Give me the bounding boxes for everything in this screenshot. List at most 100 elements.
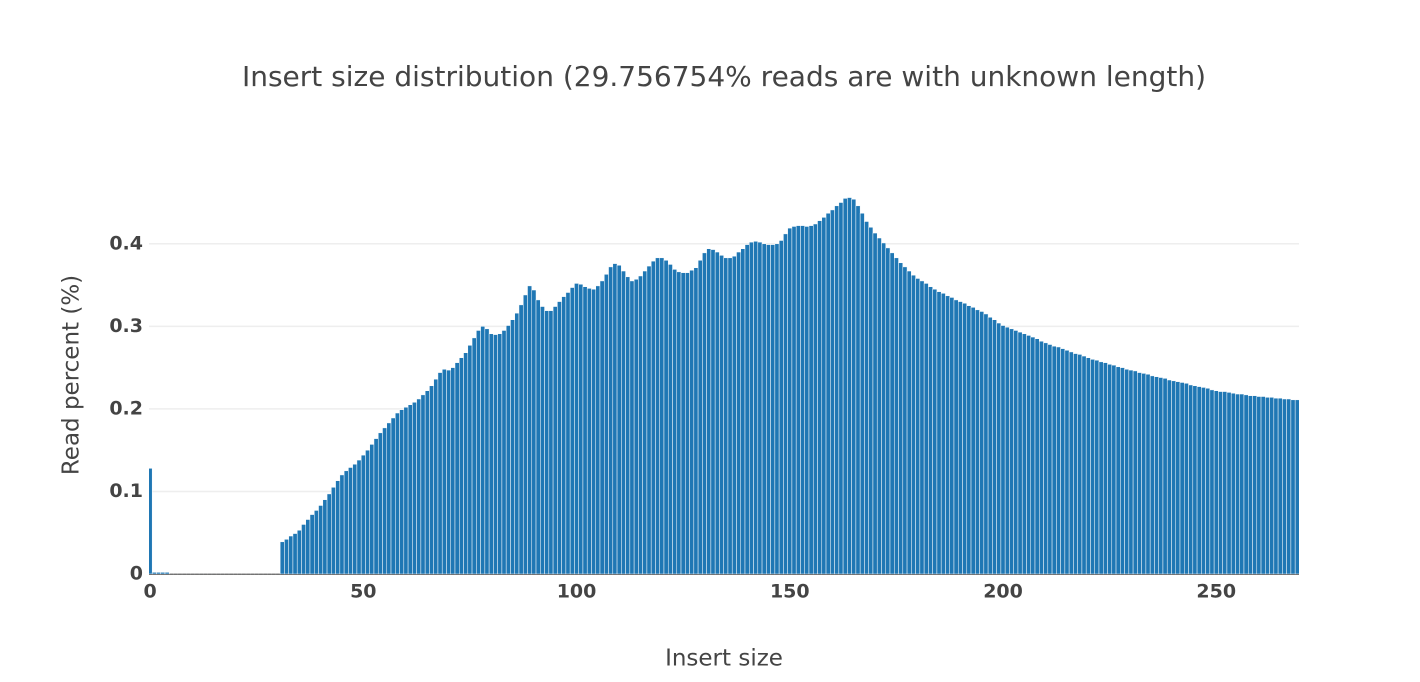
bar — [770, 244, 776, 575]
bar — [292, 533, 298, 575]
bar — [1047, 344, 1053, 575]
bar — [522, 294, 528, 575]
bar — [1226, 392, 1232, 575]
x-tick-label: 150 — [770, 581, 810, 603]
bar — [676, 271, 682, 575]
bar — [467, 345, 473, 575]
bar — [1158, 377, 1164, 575]
bar — [1166, 379, 1172, 575]
bar — [1004, 326, 1010, 575]
bar — [399, 409, 405, 575]
bar — [373, 438, 379, 575]
bar — [514, 312, 520, 575]
bar — [646, 265, 652, 575]
bar — [1154, 376, 1159, 575]
bar — [766, 244, 771, 575]
bar — [1056, 346, 1061, 575]
bar — [650, 260, 656, 575]
bar — [966, 305, 972, 575]
bar — [932, 288, 938, 575]
bar — [1201, 387, 1206, 575]
bar — [1124, 369, 1130, 575]
bar — [902, 266, 908, 575]
bar — [582, 286, 588, 575]
bar — [501, 330, 507, 575]
bar — [992, 319, 997, 575]
bar — [723, 257, 729, 575]
bar — [1060, 348, 1066, 575]
bar — [1009, 328, 1014, 575]
bar — [476, 330, 481, 575]
bar — [279, 541, 285, 575]
bar — [962, 302, 968, 575]
bar — [659, 257, 665, 575]
bar — [433, 378, 439, 575]
bar — [612, 263, 618, 575]
bar — [548, 310, 554, 575]
bar — [753, 241, 759, 575]
bar — [1184, 383, 1189, 575]
bar — [885, 247, 891, 575]
x-tick-label: 50 — [350, 581, 376, 603]
bar — [625, 276, 631, 575]
bar — [557, 301, 562, 575]
bar — [851, 198, 857, 575]
bar — [326, 493, 332, 575]
bar — [1243, 394, 1249, 575]
bar — [685, 272, 690, 575]
bar — [510, 319, 515, 575]
bar — [825, 212, 831, 575]
bar — [305, 519, 311, 575]
bar — [505, 325, 511, 575]
bar — [412, 402, 417, 575]
axes: 0 0.1 0.2 0.3 0.4 0 50 100 150 200 250 — [109, 232, 1236, 602]
bar — [441, 369, 447, 575]
bar — [531, 289, 537, 575]
bar — [919, 280, 925, 575]
bar — [296, 529, 302, 575]
x-tick-label: 250 — [1196, 581, 1236, 603]
bar — [599, 280, 605, 575]
bar — [1286, 398, 1292, 575]
bar — [356, 459, 362, 575]
bar — [817, 220, 823, 575]
bar — [301, 524, 306, 575]
bar — [1073, 353, 1078, 575]
bar — [1294, 399, 1299, 575]
bar — [339, 474, 345, 575]
bar — [488, 333, 494, 575]
bar — [1094, 359, 1100, 575]
bar — [872, 232, 878, 575]
bar — [744, 244, 750, 575]
bar — [731, 255, 737, 575]
bar — [791, 226, 797, 575]
bar — [830, 209, 835, 575]
bar — [1141, 373, 1147, 575]
bar — [1162, 378, 1168, 575]
bar — [314, 510, 319, 575]
bar — [633, 279, 639, 575]
bar — [894, 257, 899, 575]
bar — [1081, 355, 1087, 575]
bar — [740, 248, 746, 575]
bar — [318, 505, 324, 575]
bar — [1043, 342, 1049, 575]
bar — [783, 233, 788, 575]
bar — [1120, 367, 1125, 575]
bar — [1102, 362, 1108, 575]
bar — [838, 202, 844, 575]
bar — [540, 306, 545, 575]
bar — [702, 252, 707, 575]
bar — [706, 248, 712, 575]
bar — [1235, 393, 1240, 575]
bar — [535, 299, 541, 575]
bar — [864, 221, 869, 575]
bar — [953, 299, 959, 575]
bar — [1068, 351, 1074, 575]
bar — [497, 333, 503, 575]
bar — [437, 372, 443, 575]
bar — [459, 357, 464, 575]
bar — [377, 432, 383, 575]
bar — [561, 296, 567, 575]
bar — [151, 572, 157, 575]
